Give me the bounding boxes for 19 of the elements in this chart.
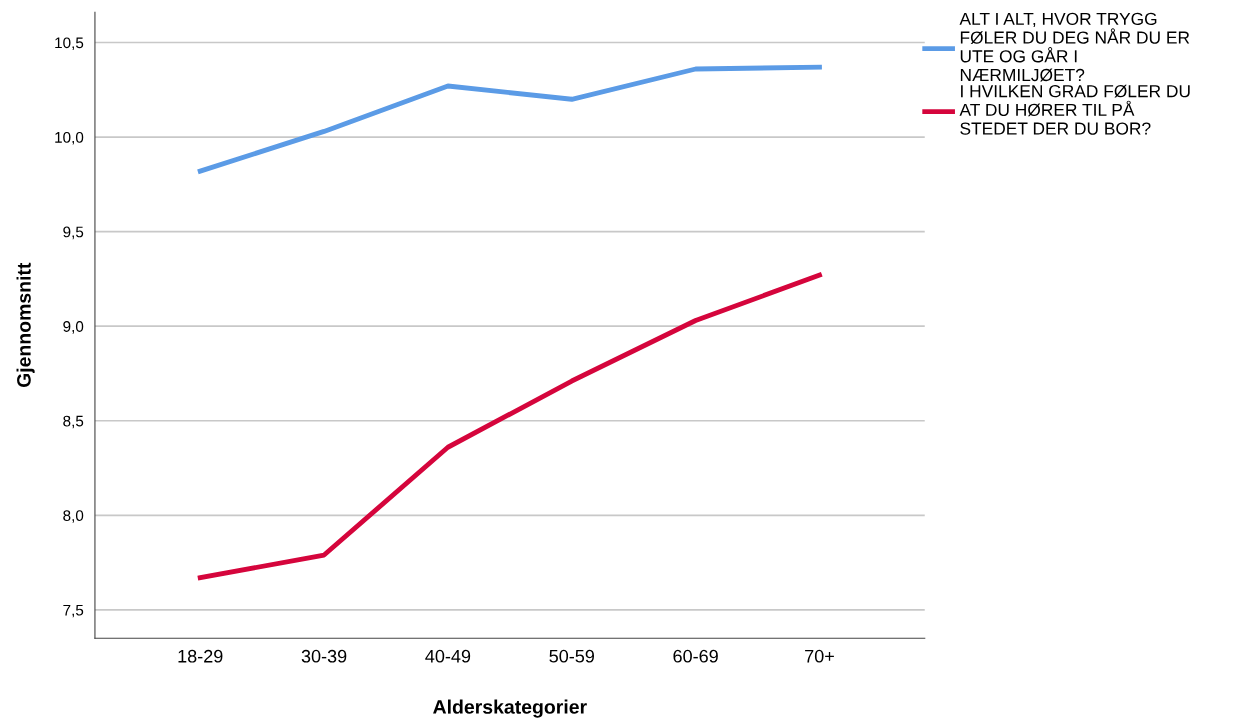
legend-label: I HVILKEN GRAD FØLER DU AT DU HØRER TIL PÅ STEDET DER DU BOR? [959,84,1190,135]
y-tick-label: 10,5 [55,37,84,51]
x-tick-label: 50-59 [549,649,595,663]
x-tick-label: 18-29 [178,649,223,663]
x-tick-label: 40-49 [425,649,471,663]
line-series [197,64,822,174]
x-axis-title: Alderskategorier [433,699,587,718]
y-tick-label: 8,5 [63,415,84,429]
line-series [197,272,822,581]
legend-label: ALT I ALT, HVOR TRYGG FØLER DU DEG NÅR DU ER UTE OG GÅR I NÆRMILJØET? [959,12,1190,82]
y-tick-label: 7,5 [63,604,84,618]
y-tick-label: 8,0 [63,510,84,523]
x-tick-label: 30-39 [301,649,347,663]
x-tick-label: 70+ [805,649,834,663]
y-tick-label: 9,0 [63,321,84,334]
y-tick-label: 9,5 [63,226,84,240]
y-axis-title: Gjennomsnitt [16,262,35,388]
x-tick-label: 60-69 [673,649,718,663]
y-tick-label: 10,0 [55,131,84,145]
